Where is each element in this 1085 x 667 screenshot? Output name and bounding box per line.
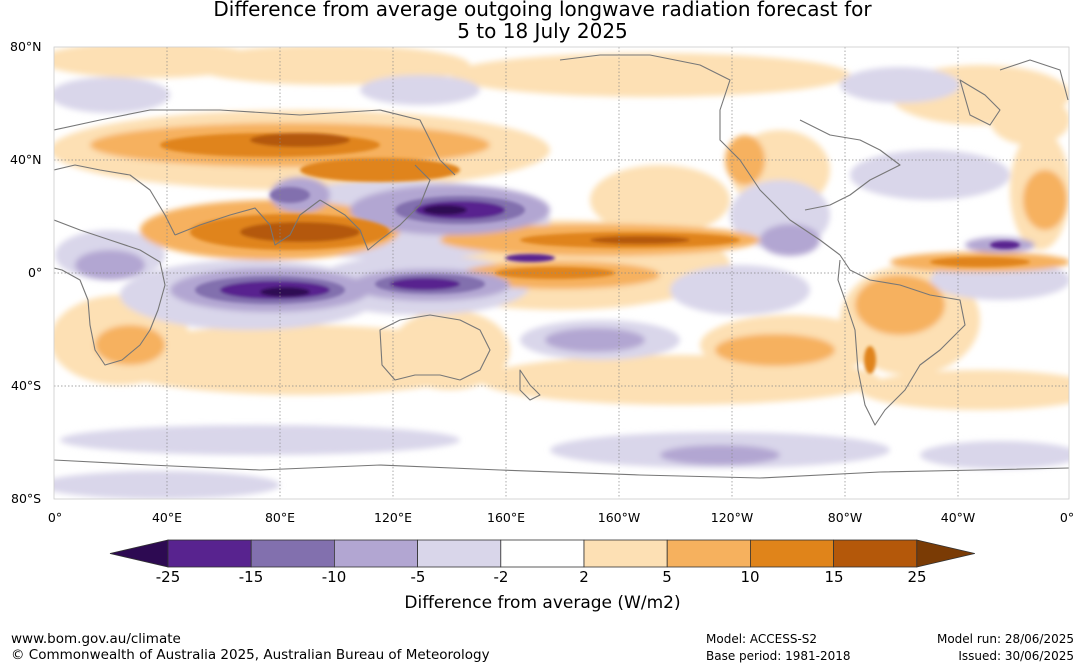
colorbar-tick-label: 15 bbox=[824, 568, 844, 586]
colorbar-tick-label: 5 bbox=[662, 568, 672, 586]
map-title-line-2: 5 to 18 July 2025 bbox=[457, 19, 628, 43]
footer-base-period: Base period: 1981-2018 bbox=[706, 649, 851, 663]
footer-model: Model: ACCESS-S2 bbox=[706, 632, 818, 646]
lat-label-equator: 0° bbox=[28, 265, 43, 280]
colorbar-cell bbox=[250, 539, 335, 568]
colorbar-cell bbox=[666, 539, 751, 568]
colorbar-cell bbox=[333, 539, 418, 568]
colorbar-tick-label: -5 bbox=[410, 568, 426, 586]
colorbar-cell bbox=[833, 539, 918, 568]
anomaly-map bbox=[53, 46, 1070, 500]
coastlines bbox=[54, 54, 1069, 479]
colorbar-tick-label: -2 bbox=[493, 568, 509, 586]
colorbar-extend-min bbox=[109, 539, 169, 568]
footer-url: www.bom.gov.au/climate bbox=[11, 631, 181, 647]
colorbar-extend-max bbox=[916, 539, 975, 568]
colorbar-tick-label: -10 bbox=[321, 568, 347, 586]
colorbar-tick-label: -25 bbox=[155, 568, 181, 586]
lon-label-120w: 120°W bbox=[710, 510, 754, 525]
lon-label-80w: 80°W bbox=[827, 510, 863, 525]
lat-label-80s: 80°S bbox=[11, 491, 42, 506]
colorbar-cell bbox=[750, 539, 835, 568]
lon-label-80e: 80°E bbox=[264, 510, 296, 525]
colorbar-tick-label: -15 bbox=[238, 568, 264, 586]
colorbar bbox=[109, 539, 975, 568]
footer-issued: Issued: 30/06/2025 bbox=[958, 649, 1074, 663]
lon-label-40w: 40°W bbox=[940, 510, 976, 525]
lat-label-40s: 40°S bbox=[11, 378, 42, 393]
lon-label-120e: 120°E bbox=[373, 510, 413, 525]
map-title-line-1: Difference from average outgoing longwav… bbox=[213, 0, 872, 21]
anomaly-fields bbox=[54, 47, 1069, 499]
lon-label-0: 0° bbox=[47, 510, 63, 525]
colorbar-cell bbox=[583, 539, 668, 568]
lon-label-160e: 160°E bbox=[486, 510, 526, 525]
map-frame bbox=[53, 46, 1070, 500]
colorbar-label: Difference from average (W/m2) bbox=[404, 593, 681, 613]
colorbar-cell bbox=[167, 539, 252, 568]
footer-model-run: Model run: 28/06/2025 bbox=[936, 632, 1074, 646]
colorbar-cell bbox=[417, 539, 502, 568]
lon-label-360: 0° bbox=[1059, 510, 1075, 525]
footer-copyright: © Commonwealth of Australia 2025, Austra… bbox=[11, 647, 490, 663]
lon-label-40e: 40°E bbox=[151, 510, 183, 525]
gridlines bbox=[54, 47, 1069, 499]
lat-label-40n: 40°N bbox=[10, 152, 42, 167]
lon-label-160w: 160°W bbox=[597, 510, 641, 525]
colorbar-tick-label: 2 bbox=[579, 568, 589, 586]
colorbar-cell bbox=[500, 539, 585, 568]
lat-label-80n: 80°N bbox=[10, 39, 42, 54]
colorbar-tick-label: 10 bbox=[740, 568, 760, 586]
colorbar-tick-label: 25 bbox=[907, 568, 927, 586]
